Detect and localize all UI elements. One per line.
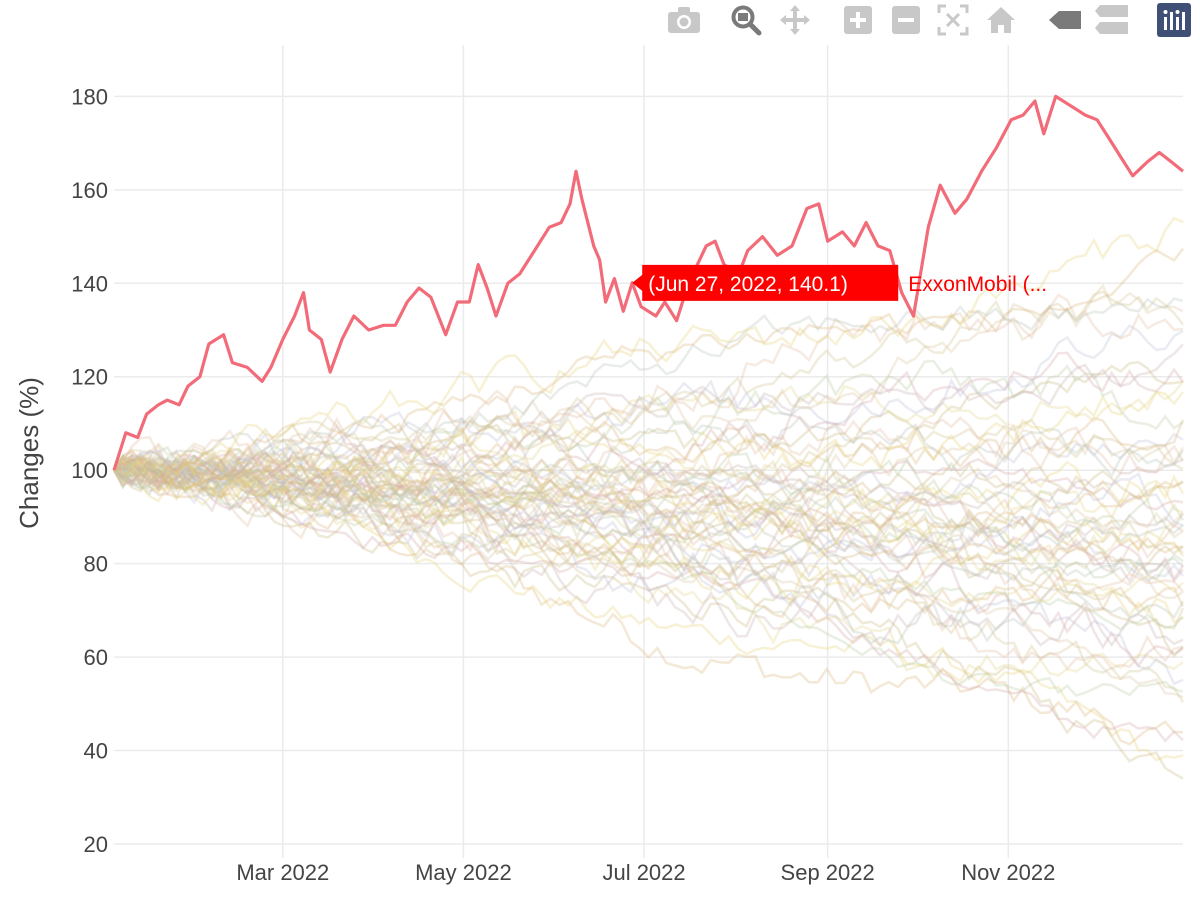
background-series-line (113, 456, 1184, 583)
background-series-line (113, 460, 1184, 671)
background-series-line (113, 456, 1184, 571)
compare-icon[interactable] (1094, 2, 1130, 38)
pan-icon[interactable] (777, 2, 813, 38)
background-series-line (113, 469, 1184, 743)
background-series-line (113, 462, 1184, 571)
background-series-line (112, 452, 1184, 539)
background-series-line (113, 463, 1185, 703)
background-series-line (113, 449, 1184, 624)
background-series-line (112, 429, 1185, 497)
zoom-in-icon[interactable] (840, 2, 876, 38)
background-series-line (112, 455, 1184, 602)
y-axis-ticks: 20 40 60 80 100 120 140 160 180 (71, 84, 108, 857)
background-series-line (112, 448, 1185, 630)
background-series-line (113, 458, 1184, 555)
y-tick-label: 100 (71, 458, 108, 483)
background-series-line (112, 465, 1185, 645)
background-series-line (113, 418, 1184, 491)
y-tick-label: 120 (71, 365, 108, 390)
home-icon[interactable] (983, 2, 1019, 38)
background-series-line (113, 467, 1184, 573)
background-series-line (113, 457, 1184, 512)
background-series-line (113, 455, 1184, 566)
background-series-line (113, 468, 1184, 762)
background-series-line (113, 469, 1184, 698)
x-tick-label: Sep 2022 (781, 860, 875, 885)
hover-label: (Jun 27, 2022, 140.1) (648, 273, 848, 296)
y-tick-label: 60 (84, 645, 108, 670)
background-series-line (112, 359, 1184, 488)
zoom-icon[interactable] (728, 2, 764, 38)
background-series-line (113, 453, 1184, 746)
highlight-series-line[interactable] (112, 94, 1184, 471)
background-series-line (113, 459, 1184, 699)
y-tick-label: 20 (84, 832, 108, 857)
background-series-line (113, 457, 1184, 686)
background-series-line (112, 351, 1185, 490)
background-series-line (112, 452, 1185, 529)
hover-box (632, 264, 899, 301)
background-series (112, 216, 1185, 780)
background-series-line (113, 293, 1184, 474)
background-series-line (113, 456, 1184, 553)
background-series-line (112, 455, 1184, 659)
highlight-series-group (112, 94, 1184, 471)
y-tick-label: 40 (84, 739, 108, 764)
x-tick-label: Jul 2022 (602, 860, 685, 885)
background-series-line (113, 297, 1184, 490)
background-series-line (113, 290, 1184, 482)
background-series-line (113, 343, 1184, 486)
background-series-line (112, 442, 1184, 600)
zoom-out-icon[interactable] (888, 2, 924, 38)
x-tick-label: Nov 2022 (961, 860, 1055, 885)
background-series-line (113, 415, 1185, 497)
y-axis-label: Changes (%) (14, 377, 44, 529)
gridlines (114, 45, 1183, 858)
background-series-line (113, 467, 1184, 780)
plotly-logo-icon[interactable] (1156, 2, 1192, 38)
modebar (0, 0, 1200, 42)
background-series-line (112, 451, 1185, 539)
background-series-line (113, 452, 1184, 648)
hover-tooltip: (Jun 27, 2022, 140.1) ExxonMobil (... (632, 264, 1047, 301)
background-series-line (113, 457, 1184, 532)
y-tick-label: 140 (71, 271, 108, 296)
background-series-line (113, 283, 1184, 492)
background-series-line (113, 463, 1184, 582)
camera-icon[interactable] (666, 2, 702, 38)
y-tick-label: 180 (71, 84, 108, 109)
x-tick-label: May 2022 (415, 860, 512, 885)
background-series-line (113, 458, 1185, 619)
background-series-line (113, 464, 1184, 608)
background-series-line (113, 461, 1184, 631)
background-series-line (113, 459, 1184, 582)
background-series-line (113, 380, 1184, 477)
background-series-line (112, 216, 1184, 486)
background-series-line (112, 450, 1185, 582)
background-series-line (113, 458, 1185, 559)
hover-series-name: ExxonMobil (... (908, 273, 1047, 296)
background-series-line (113, 323, 1184, 484)
background-series-line (113, 247, 1184, 474)
background-series-line (112, 416, 1185, 498)
y-tick-label: 160 (71, 178, 108, 203)
spike-icon[interactable] (1047, 2, 1083, 38)
background-series-line (113, 416, 1185, 485)
background-series-line (113, 464, 1184, 553)
background-series-line (113, 457, 1184, 598)
autoscale-icon[interactable] (935, 2, 971, 38)
background-series-line (113, 432, 1184, 504)
background-series-line (113, 390, 1184, 491)
x-axis-ticks: Mar 2022 May 2022 Jul 2022 Sep 2022 Nov 2022 (236, 860, 1055, 885)
background-series-line (113, 447, 1184, 529)
x-tick-label: Mar 2022 (236, 860, 329, 885)
background-series-line (113, 458, 1184, 668)
background-series-line (113, 457, 1184, 684)
y-tick-label: 80 (84, 552, 108, 577)
background-series-line (113, 360, 1184, 482)
background-series-line (113, 454, 1185, 559)
background-series-line (113, 454, 1184, 510)
background-series-line (113, 452, 1184, 511)
